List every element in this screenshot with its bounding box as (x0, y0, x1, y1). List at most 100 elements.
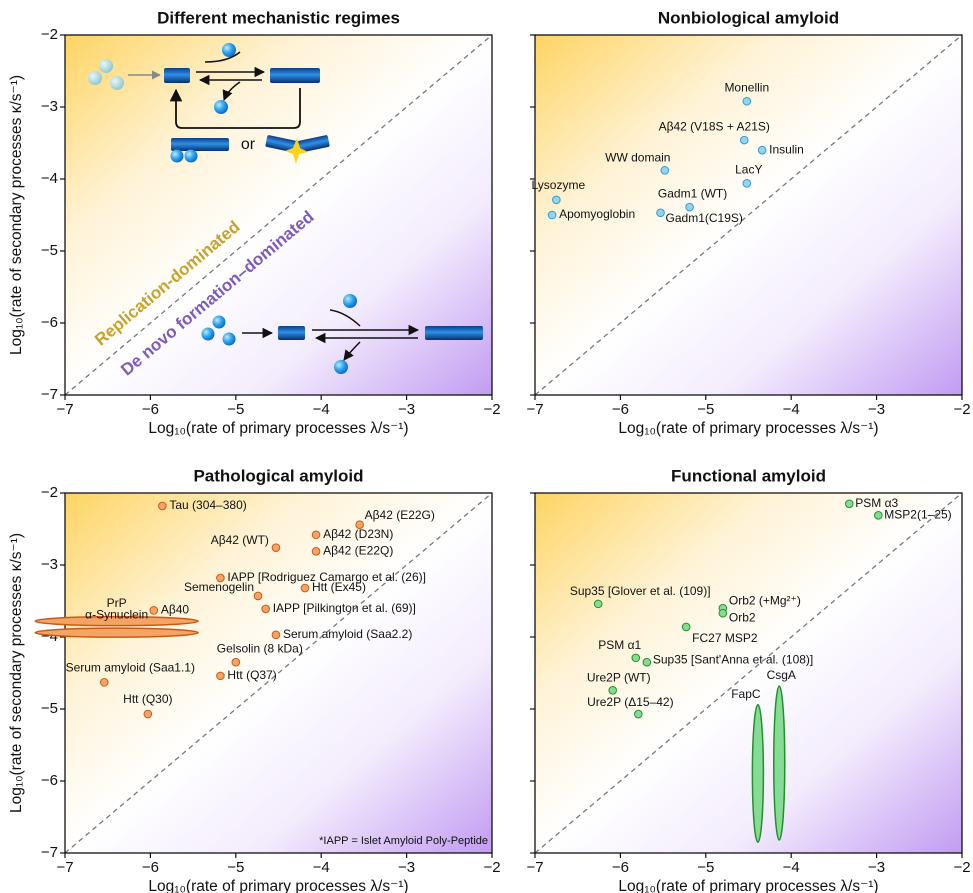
x-axis-label: Log₁₀(rate of primary processes λ/s⁻¹) (148, 420, 408, 437)
range-ellipse (774, 686, 785, 840)
x-tick-label: −6 (612, 859, 629, 876)
point-label: Gadm1(C19S) (666, 211, 743, 225)
data-point (632, 654, 640, 662)
monomer-icon (171, 150, 184, 163)
y-tick-label: −5 (41, 700, 58, 717)
data-point (661, 167, 669, 175)
y-tick-label: −7 (41, 386, 58, 403)
data-point (312, 531, 320, 539)
data-point (272, 631, 280, 639)
monomer-icon (110, 76, 124, 90)
point-label: Sup35 [Glover et al. (109)] (570, 584, 711, 598)
data-point (743, 97, 751, 105)
fibril-icon (164, 68, 190, 83)
point-label: Htt (Q30) (123, 692, 172, 706)
x-tick-label: −4 (313, 859, 330, 876)
point-label: Aβ42 (E22G) (365, 508, 435, 522)
x-tick-label: −5 (697, 401, 714, 418)
x-tick-label: −6 (612, 401, 629, 418)
data-point (217, 672, 225, 680)
point-label: Aβ42 (D23N) (323, 527, 393, 541)
x-tick-label: −2 (953, 859, 970, 876)
point-label: Insulin (769, 142, 804, 156)
x-tick-label: −3 (868, 401, 885, 418)
data-point (100, 679, 108, 687)
point-label: Htt (Q37) (227, 668, 276, 682)
x-tick-label: −7 (56, 859, 73, 876)
point-label: Semenogelin (184, 580, 254, 594)
x-tick-label: −4 (783, 401, 800, 418)
x-tick-label: −5 (227, 859, 244, 876)
range-label: FapC (731, 687, 761, 701)
monomer-icon (334, 360, 348, 374)
monomer-icon (222, 43, 236, 57)
point-label: Tau (304–380) (169, 498, 246, 512)
panel-note: *IAPP = Islet Amyloid Poly-Peptide (319, 835, 488, 847)
point-label: Htt (Ex45) (312, 580, 366, 594)
data-point (743, 180, 751, 188)
y-tick-label: −5 (41, 242, 58, 259)
monomer-icon (214, 100, 228, 114)
monomer-icon (343, 294, 357, 308)
data-point (635, 710, 643, 718)
fibril-icon (278, 326, 305, 340)
page: {"chart_data": [ {"type": "scatter", "ti… (0, 0, 973, 893)
y-tick-label: −4 (41, 170, 58, 187)
y-tick-label: −6 (41, 314, 58, 331)
x-axis-label: Log₁₀(rate of primary processes λ/s⁻¹) (618, 878, 878, 893)
point-label: WW domain (605, 151, 670, 165)
data-point (657, 209, 665, 217)
range-ellipse (35, 628, 198, 637)
data-point (719, 609, 727, 617)
data-point (553, 196, 561, 204)
x-tick-label: −2 (953, 401, 970, 418)
y-tick-label: −3 (41, 98, 58, 115)
data-point (232, 658, 240, 666)
fibril-icon (425, 326, 483, 340)
data-point (159, 502, 167, 510)
data-point (144, 710, 152, 718)
x-axis-label: Log₁₀(rate of primary processes λ/s⁻¹) (148, 878, 408, 893)
x-tick-label: −2 (483, 401, 500, 418)
y-tick-label: −2 (41, 26, 58, 43)
y-tick-label: −6 (41, 772, 58, 789)
point-label: Serum amyloid (Saa1.1) (66, 661, 195, 675)
monomer-icon (202, 328, 215, 341)
x-tick-label: −5 (697, 859, 714, 876)
panel-title: Nonbiological amyloid (658, 8, 839, 27)
point-label: Ure2P (Δ15–42) (587, 695, 674, 709)
y-axis-label: Log₁₀(rate of secondary processes κ/s⁻¹) (8, 533, 25, 813)
x-tick-label: −7 (56, 401, 73, 418)
point-label: Sup35 [Sant'Anna et al. (108)] (653, 652, 813, 666)
point-label: IAPP [Pilkington et al. (69)] (273, 601, 416, 615)
x-tick-label: −4 (783, 859, 800, 876)
point-label: Ure2P (WT) (587, 670, 651, 684)
x-tick-label: −6 (142, 859, 159, 876)
data-point (845, 500, 853, 508)
data-point (740, 136, 748, 144)
point-label: PSM α1 (598, 638, 641, 652)
point-label: Serum amyloid (Saa2.2) (283, 627, 412, 641)
point-label: Orb2 (729, 610, 756, 624)
data-point (875, 512, 883, 520)
point-label: Monellin (724, 80, 769, 94)
monomer-icon (88, 71, 102, 85)
x-tick-label: −3 (868, 859, 885, 876)
data-point (682, 623, 690, 631)
fibril-icon (270, 68, 320, 83)
y-tick-label: −7 (41, 844, 58, 861)
x-tick-label: −4 (313, 401, 330, 418)
point-label: LacY (735, 162, 762, 176)
data-point (272, 544, 280, 552)
data-point (150, 607, 158, 615)
range-ellipse (752, 705, 763, 843)
data-point (643, 658, 651, 666)
point-label: Orb2 (+Mg²⁺) (729, 593, 801, 607)
data-point (301, 584, 309, 592)
point-label: FC27 MSP2 (692, 631, 758, 645)
x-tick-label: −6 (142, 401, 159, 418)
data-point (594, 600, 602, 608)
x-tick-label: −3 (398, 859, 415, 876)
monomer-icon (185, 150, 198, 163)
point-label: Apomyoglobin (559, 207, 635, 221)
